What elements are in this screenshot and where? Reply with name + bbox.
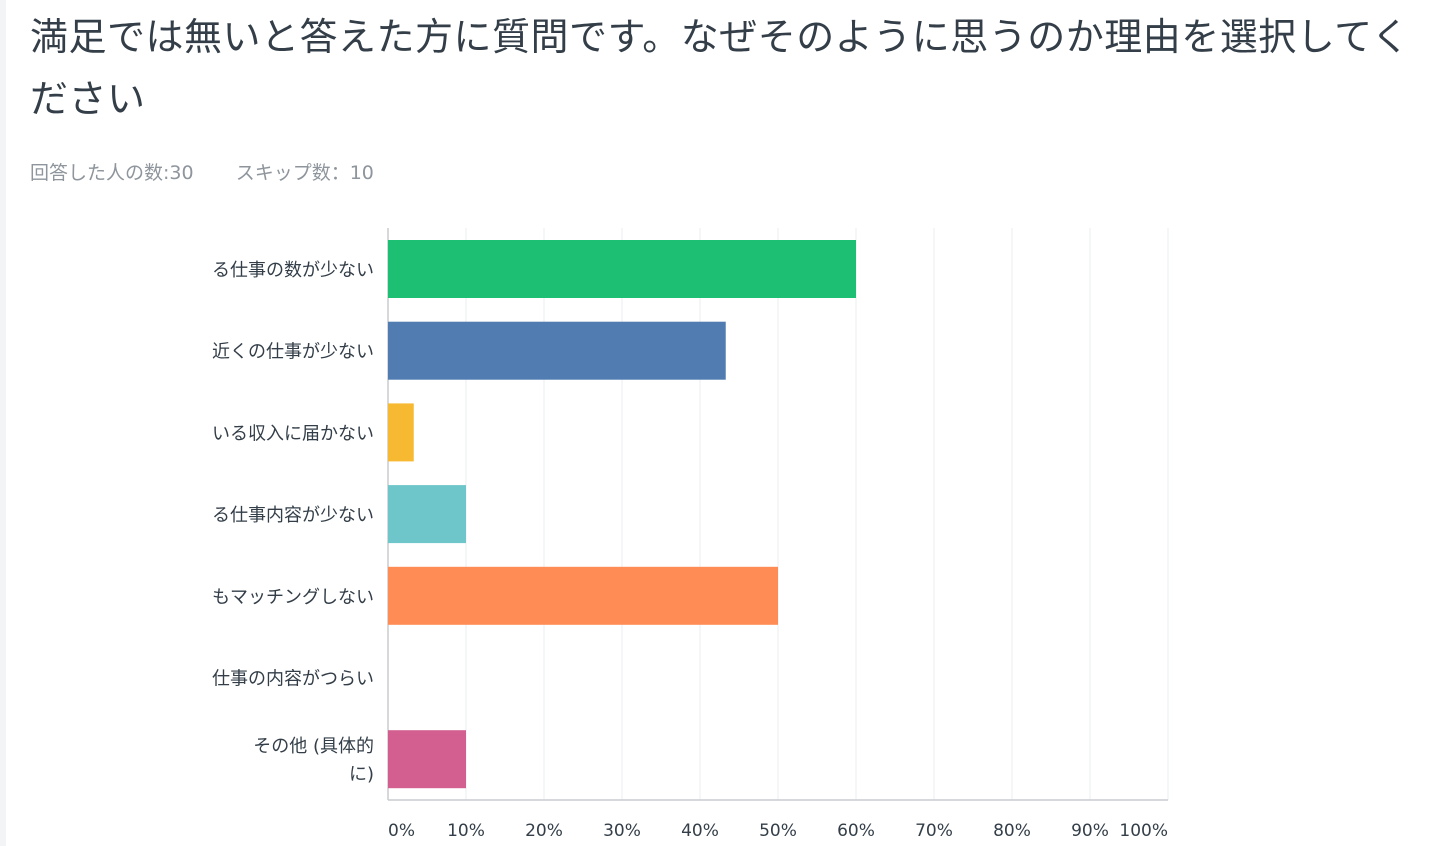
- x-tick-label-20: 20%: [525, 821, 563, 841]
- answered-label: 回答した人の数:: [30, 162, 170, 184]
- left-border: [0, 0, 6, 846]
- bar-4[interactable]: [388, 485, 466, 544]
- x-tick-label-40: 40%: [681, 821, 719, 841]
- bar-7[interactable]: [388, 730, 466, 789]
- question-title: 満足では無いと答えた方に質問です。なぜそのように思うのか理由を選択してください: [30, 15, 1410, 121]
- category-label-1: る仕事の数が少ない: [212, 260, 374, 281]
- category-label-7-line-2: に): [349, 764, 374, 785]
- x-tick-label-0: 0%: [388, 821, 415, 841]
- response-stats: 回答した人の数: 30 スキップ数： 10: [30, 158, 374, 185]
- bar-3[interactable]: [388, 403, 414, 462]
- x-tick-label-60: 60%: [837, 821, 875, 841]
- x-tick-label-80: 80%: [993, 821, 1031, 841]
- skipped-count: 10: [349, 162, 374, 184]
- bar-5[interactable]: [388, 566, 778, 625]
- category-label-5: もマッチングしない: [212, 587, 374, 608]
- x-tick-label-50: 50%: [759, 821, 797, 841]
- x-tick-label-70: 70%: [915, 821, 953, 841]
- x-tick-label-90: 90%: [1071, 821, 1109, 841]
- category-label-3: いる収入に届かない: [212, 423, 374, 444]
- bar-2[interactable]: [388, 321, 726, 380]
- category-label-4: る仕事内容が少ない: [212, 505, 374, 526]
- answered-count: 30: [169, 162, 194, 184]
- category-label-6: 仕事の内容がつらい: [212, 669, 374, 690]
- skipped-label: スキップ数：: [235, 162, 350, 184]
- bar-1[interactable]: [388, 240, 856, 298]
- x-tick-label-10: 10%: [447, 821, 485, 841]
- category-label-2: 近くの仕事が少ない: [212, 342, 374, 363]
- category-label-7-line-1: その他 (具体的: [253, 736, 374, 757]
- x-tick-label-30: 30%: [603, 821, 641, 841]
- x-tick-label-100: 100%: [1119, 821, 1168, 841]
